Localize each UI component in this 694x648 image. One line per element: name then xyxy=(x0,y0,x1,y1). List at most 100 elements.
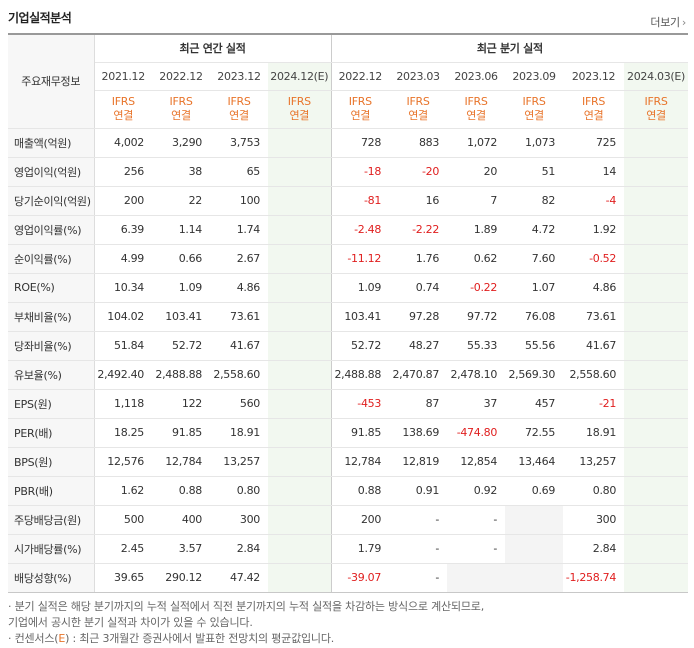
annual-value-cell: 47.42 xyxy=(210,563,268,593)
quarter-value-cell: 138.69 xyxy=(389,418,448,448)
row-label: PER(배) xyxy=(8,418,95,448)
table-row: 배당성향(%) 39.65 290.12 47.42 -39.07- -1,258.74 xyxy=(8,563,689,593)
footnotes: · 분기 실적은 해당 분기까지의 누적 실적에서 직전 분기까지의 누적 실적… xyxy=(8,599,484,647)
quarter-value-cell: 97.28 xyxy=(389,302,448,332)
annual-value-cell: 13,257 xyxy=(210,447,268,477)
quarter-value-cell: -81 xyxy=(331,186,390,216)
quarter-value-cell xyxy=(624,563,689,593)
quarter-value-cell: 1.09 xyxy=(331,273,390,303)
annual-value-cell: 0.66 xyxy=(152,244,210,274)
annual-value-cell xyxy=(268,157,332,187)
quarter-value-cell xyxy=(624,447,689,477)
table-row: 유보율(%) 2,492.40 2,488.88 2,558.60 2,488.88 2,… xyxy=(8,360,689,390)
quarter-value-cell: - xyxy=(389,534,448,564)
annual-value-cell xyxy=(268,563,332,593)
quarter-value-cell: 883 xyxy=(389,127,448,158)
annual-value-cell: 39.65 xyxy=(94,563,152,593)
quarter-value-cell: -4 xyxy=(563,186,625,216)
annual-value-cell: 2.45 xyxy=(94,534,152,564)
ifrs-line: IFRS xyxy=(111,95,135,108)
ifrs-label: IFRS 연결 xyxy=(268,90,332,129)
ifrs-line: IFRS xyxy=(348,95,372,108)
annual-value-cell xyxy=(268,302,332,332)
row-label: 유보율(%) xyxy=(8,360,95,390)
row-label: 부채비율(%) xyxy=(8,302,95,332)
quarter-value-cell xyxy=(624,244,689,274)
quarter-value-cell xyxy=(624,214,689,245)
annual-value-cell: 18.25 xyxy=(94,418,152,448)
quarter-value-cell: 12,784 xyxy=(331,447,390,477)
quarter-value-cell xyxy=(624,157,689,187)
quarter-value-cell xyxy=(624,186,689,216)
quarter-value-cell: -11.12 xyxy=(331,244,390,274)
annual-value-cell: 200 xyxy=(94,186,152,216)
row-label: EPS(원) xyxy=(8,388,95,419)
quarter-value-cell: - xyxy=(389,563,448,593)
annual-value-cell: 500 xyxy=(94,504,152,535)
quarter-value-cell: 51 xyxy=(505,157,564,187)
quarter-value-cell: 82 xyxy=(505,186,564,216)
quarter-date-header: 2023.12 xyxy=(563,62,625,91)
annual-value-cell: 12,576 xyxy=(94,447,152,477)
ifrs-line: IFRS xyxy=(227,95,251,108)
section-title: 기업실적분석 xyxy=(8,11,72,25)
table-row: EPS(원) 1,118 122 560 -453 87 37 457 -21 xyxy=(8,388,689,419)
annual-value-cell: 22 xyxy=(152,186,210,216)
row-header-label: 주요재무정보 xyxy=(8,33,95,129)
quarter-value-cell xyxy=(624,331,689,361)
quarter-value-cell xyxy=(624,302,689,332)
quarter-value-cell: -0.22 xyxy=(447,273,506,303)
annual-value-cell xyxy=(268,476,332,506)
row-label: 당좌비율(%) xyxy=(8,331,95,361)
financial-table: 주요재무정보 최근 연간 실적 최근 분기 실적 2021.12 2022.12 2023… xyxy=(8,33,689,593)
annual-date-header: 2024.12(E) xyxy=(268,62,332,91)
table-row: PBR(배) 1.62 0.88 0.80 0.88 0.91 0.92 0.69 0.80 xyxy=(8,476,689,506)
quarter-value-cell: -18 xyxy=(331,157,390,187)
annual-value-cell: 4.99 xyxy=(94,244,152,274)
annual-value-cell: 3,753 xyxy=(210,127,268,158)
table-row: 순이익률(%) 4.99 0.66 2.67 -11.12 1.76 0.62 7.60 -0.… xyxy=(8,244,689,274)
quarter-value-cell: 1,073 xyxy=(505,127,564,158)
annual-value-cell: 2.84 xyxy=(210,534,268,564)
table-row: 매출액(억원) 4,002 3,290 3,753 728 883 1,072 1,073 72… xyxy=(8,127,689,158)
quarter-value-cell: -474.80 xyxy=(447,418,506,448)
annual-value-cell: 18.91 xyxy=(210,418,268,448)
annual-value-cell: 400 xyxy=(152,504,210,535)
quarter-value-cell: 13,464 xyxy=(505,447,564,477)
annual-value-cell: 1.14 xyxy=(152,214,210,245)
ifrs-label: IFRS 연결 xyxy=(389,90,448,129)
annual-value-cell: 0.88 xyxy=(152,476,210,506)
quarter-value-cell: 1.92 xyxy=(563,214,625,245)
quarter-value-cell: 7 xyxy=(447,186,506,216)
quarter-value-cell: 0.74 xyxy=(389,273,448,303)
more-link[interactable]: 더보기 › xyxy=(650,14,686,30)
chevron-right-icon: › xyxy=(681,16,686,29)
row-label: 당기순이익(억원) xyxy=(8,186,95,216)
table-row: PER(배) 18.25 91.85 18.91 91.85 138.69 -474.80 7… xyxy=(8,418,689,448)
consolidated-line: 연결 xyxy=(171,109,191,122)
quarter-value-cell: 4.72 xyxy=(505,214,564,245)
quarter-value-cell: 2,478.10 xyxy=(447,360,506,390)
annual-value-cell: 2,488.88 xyxy=(152,360,210,390)
quarter-value-cell: -39.07 xyxy=(331,563,390,593)
row-label: ROE(%) xyxy=(8,273,95,303)
quarter-value-cell xyxy=(624,273,689,303)
quarter-value-cell: 2,569.30 xyxy=(505,360,564,390)
annual-value-cell: 300 xyxy=(210,504,268,535)
ifrs-label: IFRS 연결 xyxy=(563,90,625,129)
annual-date-header: 2023.12 xyxy=(210,62,268,91)
annual-date-header: 2021.12 xyxy=(94,62,152,91)
quarter-value-cell: 91.85 xyxy=(331,418,390,448)
annual-value-cell: 1.09 xyxy=(152,273,210,303)
quarter-value-cell: 12,819 xyxy=(389,447,448,477)
quarter-value-cell: 2,558.60 xyxy=(563,360,625,390)
consolidated-line: 연결 xyxy=(229,109,249,122)
row-label: 매출액(억원) xyxy=(8,127,95,158)
annual-value-cell xyxy=(268,360,332,390)
annual-value-cell: 2,558.60 xyxy=(210,360,268,390)
annual-value-cell: 3.57 xyxy=(152,534,210,564)
table-row: 영업이익률(%) 6.39 1.14 1.74 -2.48 -2.22 1.89 4.72 1.… xyxy=(8,214,689,245)
annual-value-cell: 1,118 xyxy=(94,388,152,419)
consolidated-line: 연결 xyxy=(583,109,604,122)
consolidated-line: 연결 xyxy=(113,109,134,122)
